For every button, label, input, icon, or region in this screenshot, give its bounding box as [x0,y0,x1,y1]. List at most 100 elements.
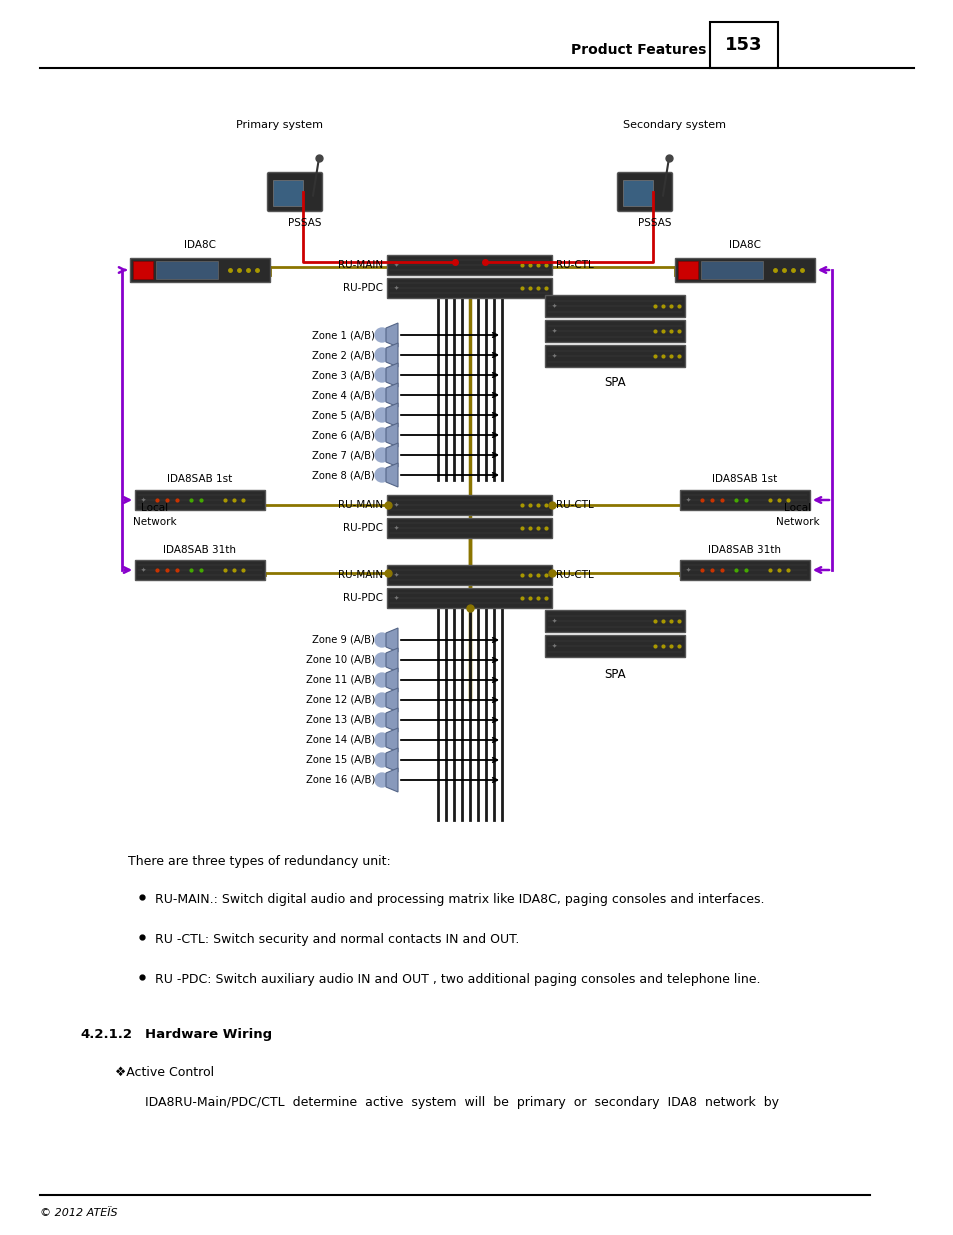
FancyBboxPatch shape [387,517,552,538]
FancyBboxPatch shape [387,254,552,275]
FancyBboxPatch shape [675,258,814,282]
Text: Zone 8 (A/B): Zone 8 (A/B) [312,471,375,480]
Text: 4.2.1.2: 4.2.1.2 [80,1028,132,1041]
Text: Local
Network: Local Network [133,504,176,526]
Text: RU-PDC: RU-PDC [343,283,383,293]
Polygon shape [386,324,397,347]
Polygon shape [386,424,397,447]
Text: SPA: SPA [603,375,625,389]
Circle shape [375,429,389,442]
FancyBboxPatch shape [387,278,552,298]
Text: Zone 16 (A/B): Zone 16 (A/B) [305,776,375,785]
Text: Zone 15 (A/B): Zone 15 (A/B) [305,755,375,764]
FancyBboxPatch shape [156,261,218,279]
Text: ✦: ✦ [551,329,556,333]
Text: IDA8C: IDA8C [728,240,760,249]
Polygon shape [386,727,397,752]
Circle shape [375,368,389,382]
Text: IDA8SAB 1st: IDA8SAB 1st [167,474,233,484]
Polygon shape [386,688,397,713]
Polygon shape [386,708,397,732]
Polygon shape [386,363,397,387]
Circle shape [375,468,389,482]
FancyBboxPatch shape [544,610,684,632]
Text: ✦: ✦ [394,503,398,508]
FancyBboxPatch shape [622,180,652,206]
FancyBboxPatch shape [273,180,303,206]
FancyBboxPatch shape [267,173,322,211]
Text: ❖Active Control: ❖Active Control [115,1066,213,1079]
Text: RU-MAIN: RU-MAIN [338,571,383,580]
Circle shape [375,673,389,687]
FancyBboxPatch shape [679,490,809,510]
Circle shape [375,408,389,422]
FancyBboxPatch shape [678,261,698,279]
Circle shape [375,734,389,747]
Text: ✦: ✦ [551,619,556,624]
Text: RU-MAIN: RU-MAIN [338,500,383,510]
Text: ✦: ✦ [684,498,690,503]
Circle shape [375,329,389,342]
Text: ✦: ✦ [394,263,398,268]
Circle shape [375,773,389,787]
Text: ✦: ✦ [394,595,398,600]
Circle shape [375,713,389,727]
Text: ✦: ✦ [140,568,146,573]
FancyBboxPatch shape [544,345,684,367]
FancyBboxPatch shape [387,588,552,608]
Circle shape [375,653,389,667]
Text: Zone 6 (A/B): Zone 6 (A/B) [312,430,375,440]
Circle shape [375,634,389,647]
Polygon shape [386,383,397,408]
Circle shape [375,388,389,403]
FancyBboxPatch shape [132,261,152,279]
Text: Product Features: Product Features [570,43,705,57]
Polygon shape [386,648,397,672]
Circle shape [375,693,389,706]
Polygon shape [386,768,397,792]
Text: Zone 14 (A/B): Zone 14 (A/B) [306,735,375,745]
Text: Secondary system: Secondary system [623,120,726,130]
Text: ✦: ✦ [394,285,398,290]
Polygon shape [386,443,397,467]
Text: © 2012 ATEÏS: © 2012 ATEÏS [40,1208,117,1218]
Text: RU-MAIN.: Switch digital audio and processing matrix like IDA8C, paging consoles: RU-MAIN.: Switch digital audio and proce… [154,893,763,906]
Text: IDA8SAB 31th: IDA8SAB 31th [163,545,236,555]
Text: Zone 2 (A/B): Zone 2 (A/B) [312,350,375,359]
FancyBboxPatch shape [387,564,552,585]
Text: Zone 7 (A/B): Zone 7 (A/B) [312,450,375,459]
Text: IDA8SAB 31th: IDA8SAB 31th [708,545,781,555]
Text: SPA: SPA [603,667,625,680]
Text: ✦: ✦ [394,526,398,531]
Text: RU -PDC: Switch auxiliary audio IN and OUT , two additional paging consoles and : RU -PDC: Switch auxiliary audio IN and O… [154,973,760,986]
Text: PSSAS: PSSAS [288,219,321,228]
Text: Local
Network: Local Network [776,504,819,526]
Polygon shape [386,343,397,367]
FancyBboxPatch shape [617,173,672,211]
Text: Zone 4 (A/B): Zone 4 (A/B) [312,390,375,400]
FancyBboxPatch shape [387,495,552,515]
Text: IDA8SAB 1st: IDA8SAB 1st [712,474,777,484]
Text: Zone 10 (A/B): Zone 10 (A/B) [306,655,375,664]
Text: 153: 153 [724,36,762,54]
Text: RU-MAIN: RU-MAIN [338,261,383,270]
Polygon shape [386,748,397,772]
Text: Zone 13 (A/B): Zone 13 (A/B) [306,715,375,725]
Text: RU-PDC: RU-PDC [343,522,383,534]
FancyBboxPatch shape [709,22,778,68]
Text: RU-PDC: RU-PDC [343,593,383,603]
Text: Zone 3 (A/B): Zone 3 (A/B) [312,370,375,380]
Text: IDA8RU-Main/PDC/CTL  determine  active  system  will  be  primary  or  secondary: IDA8RU-Main/PDC/CTL determine active sys… [145,1095,779,1109]
Polygon shape [386,668,397,692]
Polygon shape [386,629,397,652]
FancyBboxPatch shape [700,261,762,279]
FancyBboxPatch shape [135,559,265,580]
Circle shape [375,348,389,362]
Text: ✦: ✦ [140,498,146,503]
Text: ✦: ✦ [551,643,556,648]
Circle shape [375,448,389,462]
Text: ✦: ✦ [551,353,556,358]
FancyBboxPatch shape [544,295,684,317]
Text: There are three types of redundancy unit:: There are three types of redundancy unit… [128,855,391,868]
Text: Zone 5 (A/B): Zone 5 (A/B) [312,410,375,420]
